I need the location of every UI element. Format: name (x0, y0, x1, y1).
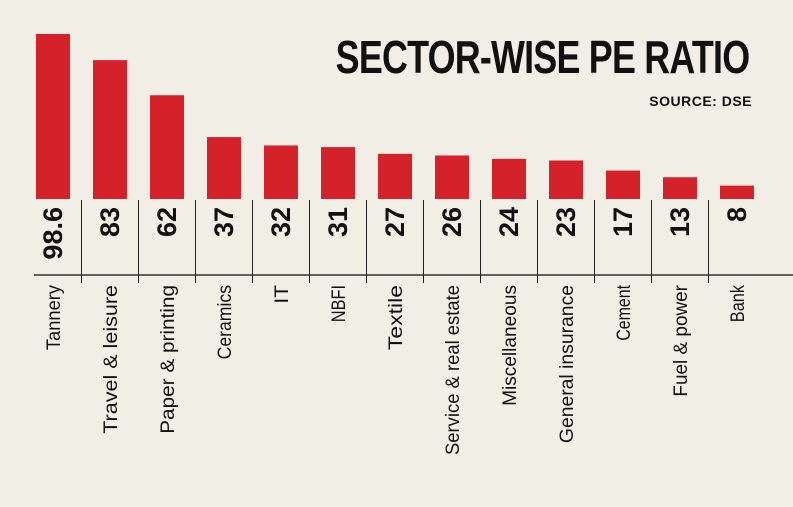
bar-5 (321, 147, 355, 199)
value-label-0: 98.6 (38, 207, 68, 260)
value-label-6: 27 (380, 207, 410, 237)
value-label-9: 23 (551, 207, 581, 237)
value-label-2: 62 (152, 207, 182, 237)
bar-9 (549, 160, 583, 199)
category-label-1: Travel & leisure (101, 285, 122, 434)
category-label-10: Cement (614, 284, 635, 340)
value-label-12: 8 (722, 207, 752, 222)
bar-10 (606, 170, 640, 199)
bar-11 (663, 177, 697, 199)
value-label-1: 83 (95, 207, 125, 237)
bar-1 (93, 60, 127, 200)
value-label-11: 13 (665, 207, 695, 237)
value-label-5: 31 (323, 207, 353, 237)
value-label-4: 32 (266, 207, 296, 237)
category-label-8: Miscellaneous (500, 285, 521, 406)
bar-12 (720, 185, 754, 199)
value-label-10: 17 (608, 207, 638, 237)
bar-3 (207, 137, 241, 199)
bar-8 (492, 158, 526, 199)
bar-7 (435, 155, 469, 199)
chart-title: SECTOR-WISE PE RATIO (335, 31, 749, 83)
category-label-2: Paper & printing (158, 285, 179, 434)
bar-6 (378, 153, 412, 199)
bar-2 (150, 95, 184, 199)
category-label-7: Service & real estate (443, 285, 464, 455)
bar-4 (264, 145, 298, 199)
category-label-0: Tannery (44, 285, 65, 351)
chart-source: SOURCE: DSE (649, 93, 752, 109)
value-label-3: 37 (209, 207, 239, 237)
category-label-5: NBFI (329, 285, 350, 322)
category-label-6: Textile (386, 285, 407, 350)
category-label-3: Ceramics (215, 285, 236, 359)
bar-0 (36, 34, 70, 199)
category-label-4: IT (272, 285, 293, 304)
category-label-9: General insurance (557, 285, 578, 443)
value-label-7: 26 (437, 207, 467, 237)
category-label-11: Fuel & power (671, 284, 692, 396)
value-label-8: 24 (494, 207, 524, 237)
category-label-12: Bank (728, 285, 749, 323)
